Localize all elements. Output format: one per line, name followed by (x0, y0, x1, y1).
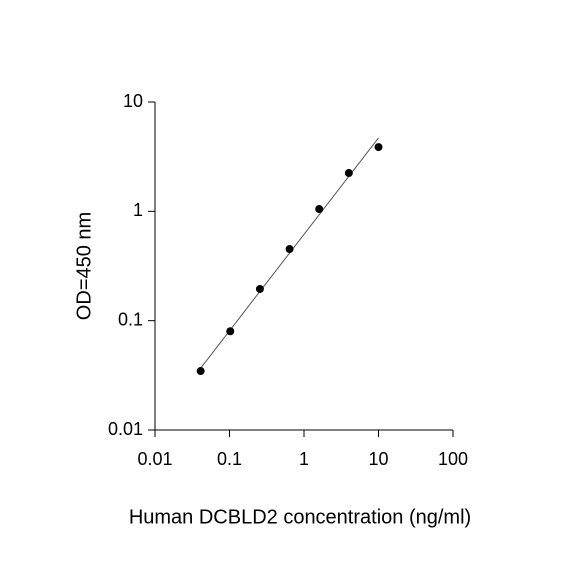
y-axis-label: OD=450 nm (73, 212, 95, 320)
x-tick-label: 100 (438, 449, 468, 469)
x-axis-label: Human DCBLD2 concentration (ng/ml) (129, 506, 471, 528)
x-tick-label: 0.01 (137, 449, 172, 469)
data-point (285, 245, 294, 254)
y-tick-label: 0.1 (118, 309, 143, 329)
data-point (374, 143, 383, 152)
data-point (315, 205, 324, 214)
data-point (344, 169, 353, 178)
x-tick-label: 10 (368, 449, 388, 469)
x-tick-label: 1 (299, 449, 309, 469)
data-point (226, 327, 235, 336)
data-point (255, 284, 264, 293)
y-tick-label: 1 (133, 200, 143, 220)
y-tick-label: 0.01 (108, 419, 143, 439)
y-tick-label: 10 (123, 91, 143, 111)
x-tick-label: 0.1 (217, 449, 242, 469)
data-point (196, 367, 205, 376)
